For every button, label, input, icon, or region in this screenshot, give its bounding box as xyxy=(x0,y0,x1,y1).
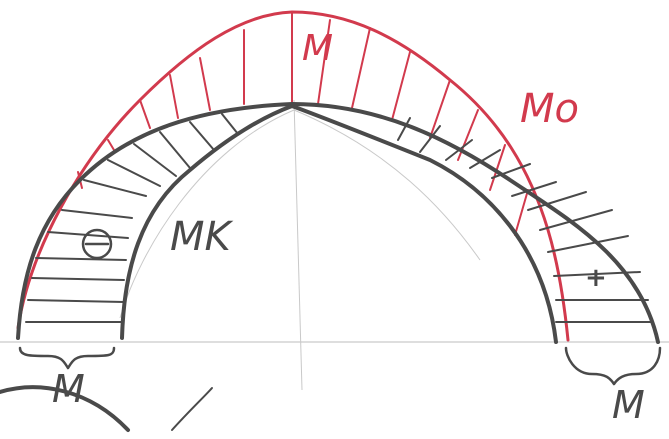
mo-hatch-left xyxy=(77,11,293,189)
mk-hatch-right xyxy=(397,117,653,323)
crown-moment-label: M xyxy=(302,28,333,69)
right-support-label: M xyxy=(612,383,645,427)
partial-bottom-arc xyxy=(0,385,130,432)
left-support-bracket xyxy=(18,346,116,370)
faint-inner-arc xyxy=(119,109,481,319)
mk-hatch-left xyxy=(25,113,239,323)
mk-label: MK xyxy=(170,214,234,260)
plus-sign: + xyxy=(585,263,607,293)
mk-inner-arc xyxy=(120,104,558,344)
mo-curve xyxy=(16,10,570,342)
partial-bottom-stroke xyxy=(171,387,213,431)
mo-label: Mo xyxy=(520,86,579,132)
minus-sign-circle xyxy=(81,228,113,260)
right-support-bracket xyxy=(564,346,662,386)
left-support-label: M xyxy=(52,367,85,411)
axis-of-symmetry xyxy=(293,99,303,391)
